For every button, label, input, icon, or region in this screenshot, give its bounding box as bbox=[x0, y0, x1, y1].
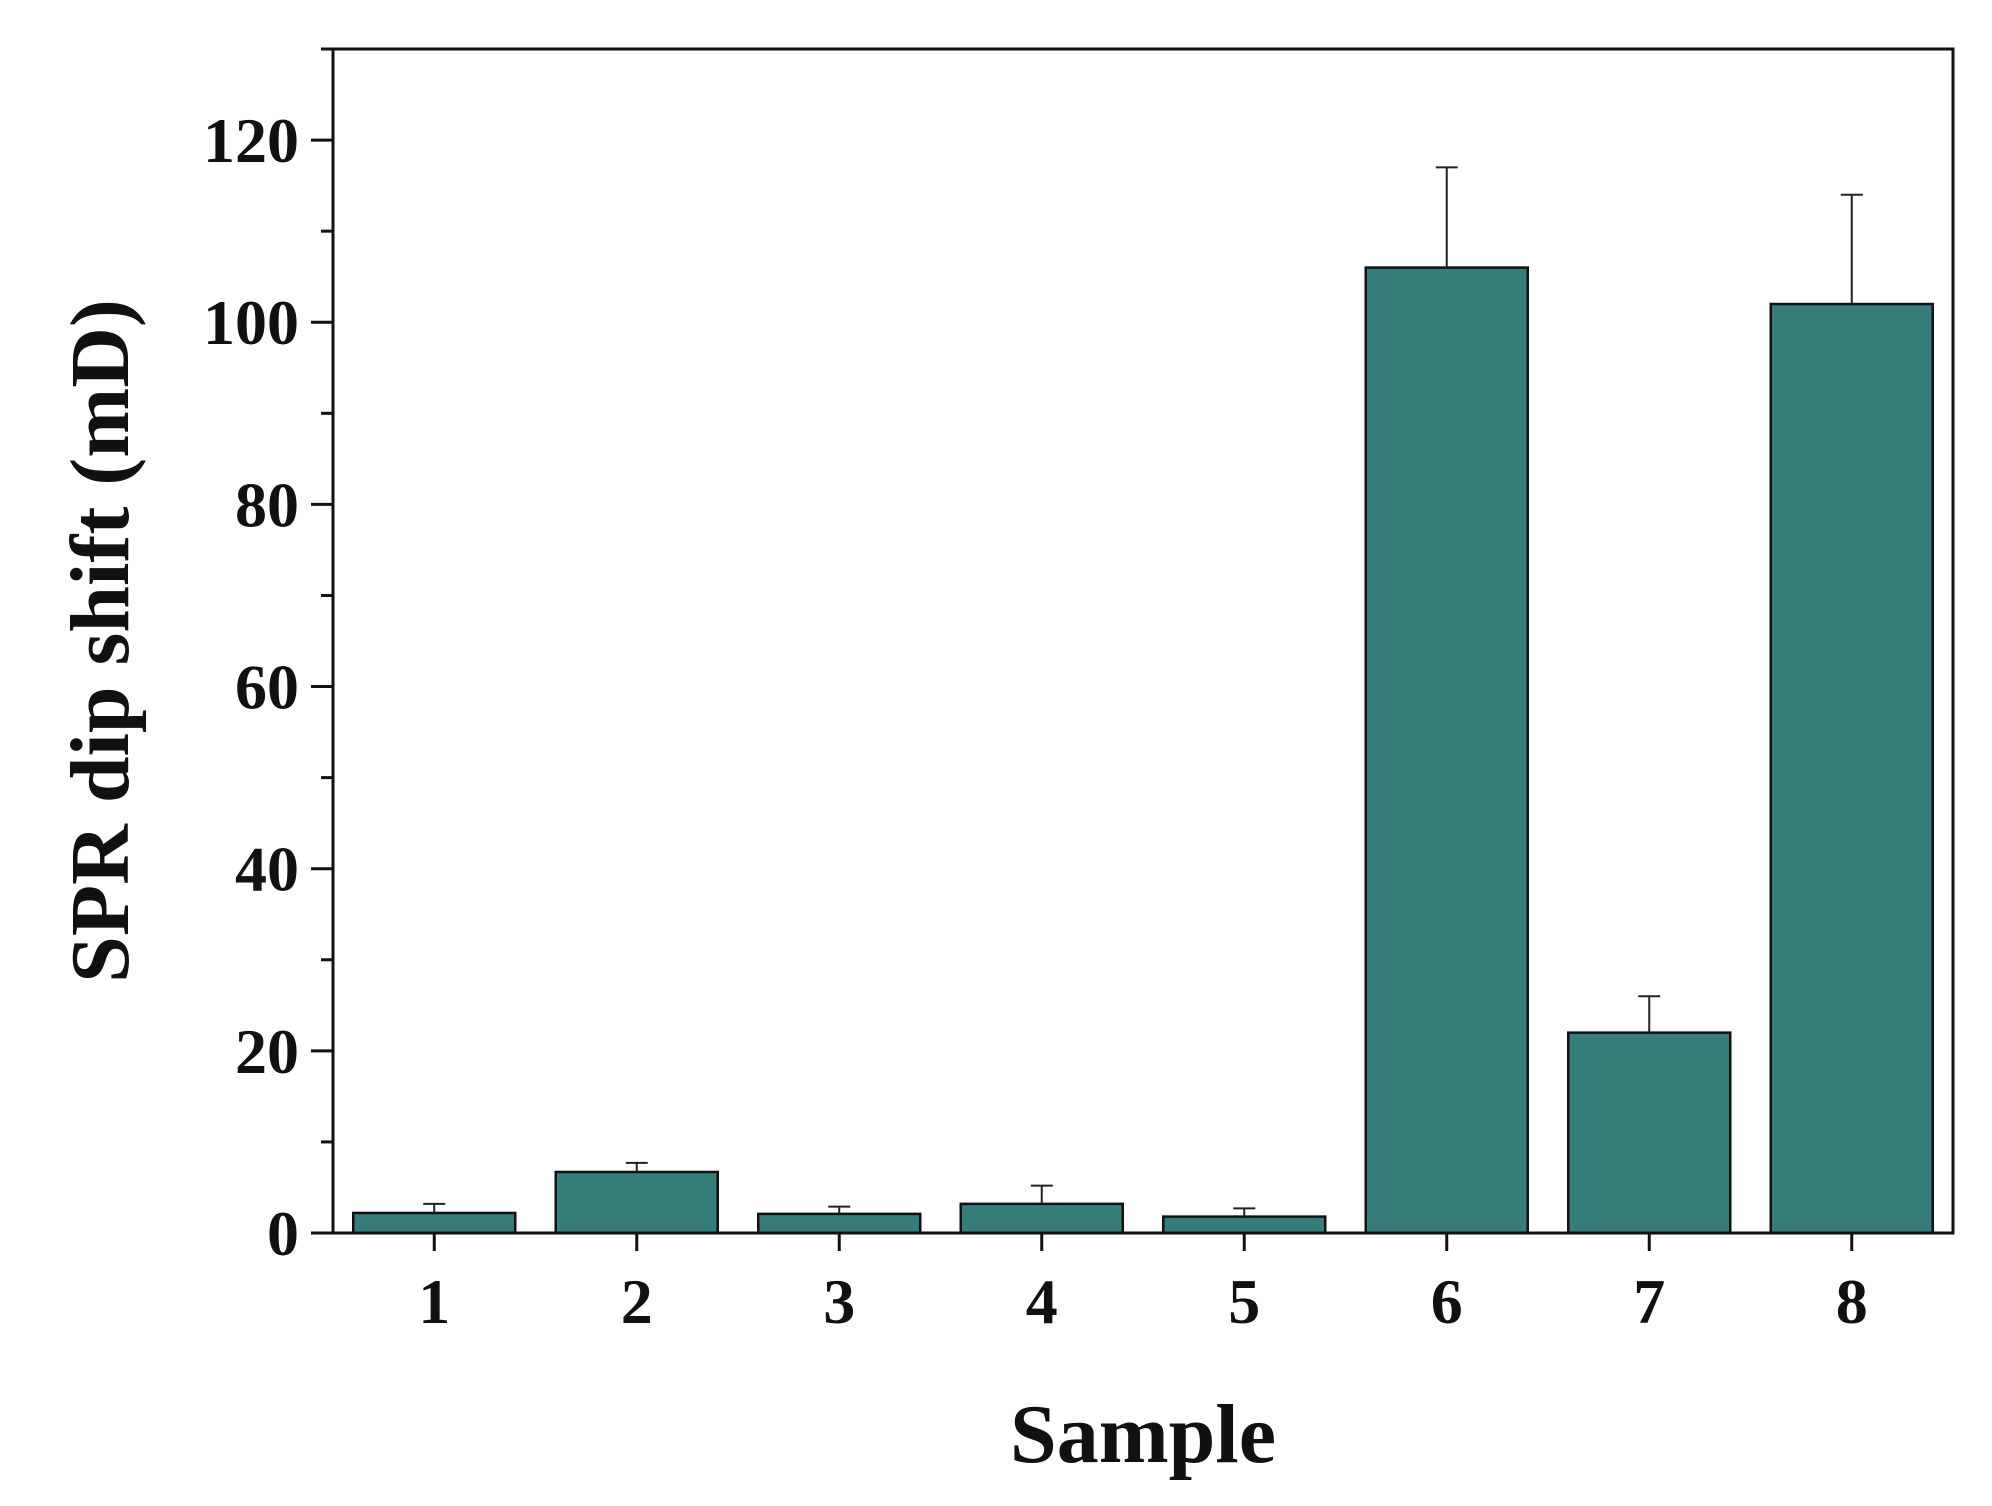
x-axis-title: Sample bbox=[1010, 1388, 1276, 1481]
x-tick-label-2: 2 bbox=[621, 1266, 653, 1337]
y-tick-label-0: 0 bbox=[267, 1198, 299, 1269]
bar-4 bbox=[959, 1202, 1124, 1235]
bar-2 bbox=[554, 1170, 719, 1235]
y-tick-label-40: 40 bbox=[235, 834, 299, 905]
bar-5 bbox=[1162, 1215, 1327, 1235]
x-tick-label-6: 6 bbox=[1431, 1266, 1463, 1337]
plot-frame bbox=[331, 47, 1955, 1235]
bar-6 bbox=[1364, 266, 1529, 1235]
bar-1 bbox=[352, 1211, 517, 1235]
error-bar-6 bbox=[1435, 166, 1458, 268]
x-tick-label-3: 3 bbox=[823, 1266, 855, 1337]
error-bar-5 bbox=[1233, 1207, 1256, 1217]
y-ticks-group: 0 20 40 60 80 100 120 bbox=[203, 47, 333, 1269]
y-tick-label-60: 60 bbox=[235, 652, 299, 723]
x-ticks-group: 1 2 3 4 5 6 7 8 bbox=[418, 1233, 1868, 1337]
bar-7 bbox=[1567, 1031, 1732, 1235]
bars-group bbox=[352, 266, 1934, 1235]
error-bar-4 bbox=[1030, 1184, 1053, 1204]
x-tick-label-7: 7 bbox=[1633, 1266, 1665, 1337]
error-bar-2 bbox=[625, 1161, 648, 1172]
bar-3 bbox=[757, 1212, 922, 1235]
x-tick-label-8: 8 bbox=[1836, 1266, 1868, 1337]
x-tick-label-4: 4 bbox=[1026, 1266, 1058, 1337]
y-axis-title: SPR dip shift (mD) bbox=[54, 299, 147, 983]
x-tick-label-5: 5 bbox=[1228, 1266, 1260, 1337]
y-tick-label-100: 100 bbox=[203, 287, 299, 358]
y-tick-label-20: 20 bbox=[235, 1016, 299, 1087]
y-tick-label-120: 120 bbox=[203, 105, 299, 176]
x-tick-label-1: 1 bbox=[418, 1266, 450, 1337]
error-bars-group bbox=[423, 166, 1863, 1217]
error-bar-7 bbox=[1638, 995, 1661, 1033]
error-bar-8 bbox=[1840, 193, 1863, 305]
error-bar-1 bbox=[423, 1202, 446, 1213]
y-tick-label-80: 80 bbox=[235, 469, 299, 540]
error-bar-3 bbox=[828, 1205, 851, 1214]
bar-8 bbox=[1769, 302, 1934, 1235]
